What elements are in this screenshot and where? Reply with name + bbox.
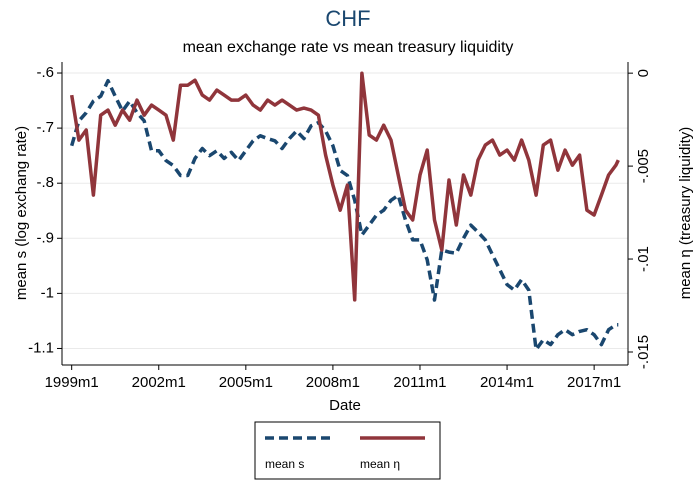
- chart-title: CHF: [325, 6, 370, 31]
- y-tick-label: -.6: [36, 64, 54, 81]
- series-line: [70, 78, 619, 352]
- chart-subtitle: mean exchange rate vs mean treasury liqu…: [183, 39, 514, 56]
- series-line: [69, 71, 620, 302]
- y2-axis-title: mean η (treasury liquidity): [677, 127, 694, 300]
- x-tick-label: 2005m1: [219, 374, 273, 391]
- x-axis-title: Date: [329, 397, 361, 414]
- legend-label: mean η: [360, 457, 400, 471]
- x-tick-label: 1999m1: [45, 374, 99, 391]
- y2-tick-label: -.005: [635, 149, 652, 183]
- y2-tick-label: 0: [635, 69, 652, 77]
- y2-tick-label: -.015: [635, 335, 652, 369]
- legend-box: [254, 421, 441, 480]
- y-tick-label: -.8: [36, 174, 54, 191]
- y-tick-label: -1: [41, 284, 54, 301]
- x-tick-label: 2011m1: [393, 374, 446, 391]
- y-axis-title: mean s (log exchang rate): [13, 126, 30, 300]
- y-tick-label: -.9: [36, 229, 54, 246]
- x-tick-label: 2017m1: [567, 374, 621, 391]
- x-tick-label: 2002m1: [132, 374, 186, 391]
- x-tick-label: 2014m1: [480, 374, 534, 391]
- y2-tick-label: -.01: [635, 246, 652, 272]
- y-tick-label: -1.1: [28, 339, 54, 356]
- legend-label: mean s: [265, 457, 304, 471]
- x-tick-label: 2008m1: [306, 374, 360, 391]
- y-tick-label: -.7: [36, 119, 54, 136]
